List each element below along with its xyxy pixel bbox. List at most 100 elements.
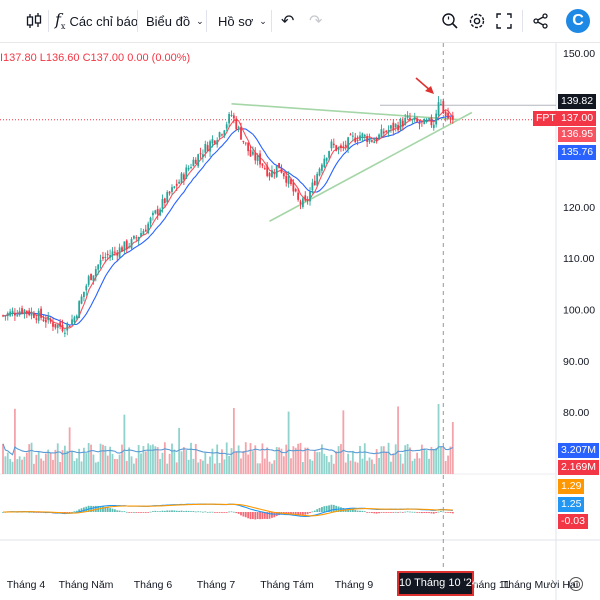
volume-bar	[375, 449, 378, 474]
volume-bar	[363, 443, 366, 474]
time-tick-label: Tháng 9	[335, 579, 374, 591]
macd-hist-bar	[137, 512, 140, 513]
volume-bar	[430, 446, 433, 474]
candle-body	[163, 198, 166, 204]
chart-type-dropdown[interactable]: Biểu đồ ⌄	[146, 0, 204, 42]
volume-bar	[130, 456, 133, 474]
macd-hist-bar	[359, 510, 361, 512]
indicators-button[interactable]: fx Các chỉ báo	[55, 0, 138, 42]
candle-body	[263, 168, 266, 170]
macd-hist-bar	[209, 511, 211, 513]
candle-body	[144, 229, 147, 232]
volume-bar	[33, 463, 35, 474]
macd-hist-bar	[290, 512, 292, 515]
candle-body	[387, 129, 390, 133]
candle-body	[409, 117, 411, 120]
candle-body	[275, 166, 278, 177]
candle-body	[6, 313, 9, 317]
macd-hist-bar	[304, 512, 307, 515]
price-chart[interactable]: 90.00100.00110.00120.00130.00140.00150.0…	[0, 43, 600, 600]
profile-dropdown[interactable]: Hồ sơ ⌄	[218, 0, 267, 42]
candle-body	[366, 136, 369, 142]
macd-hist-bar	[156, 511, 159, 512]
candle-body	[92, 275, 95, 282]
macd-hist-bar	[316, 509, 319, 512]
volume-bar	[66, 450, 69, 474]
volume-bar	[94, 462, 97, 474]
macd-hist-bar	[116, 510, 119, 512]
candle-body	[211, 139, 214, 144]
candle-body	[199, 153, 202, 155]
volume-bar	[104, 445, 107, 474]
macd-hist-bar	[437, 511, 440, 513]
volume-bar	[321, 444, 323, 474]
volume-bar	[444, 461, 447, 474]
macd-hist-bar	[228, 511, 230, 513]
price-tick-label: 110.00	[563, 253, 594, 265]
candle-body	[254, 152, 257, 161]
macd-hist-bar	[347, 508, 349, 512]
macd-hist-bar	[199, 511, 202, 513]
volume-bar	[368, 457, 371, 474]
candle-body	[78, 301, 81, 318]
volume-bar	[342, 410, 345, 474]
redo-icon[interactable]: ↷	[309, 13, 323, 30]
share-button[interactable]	[532, 0, 550, 42]
volume-bar	[2, 443, 4, 474]
candle-body	[16, 315, 19, 317]
candle-body	[282, 172, 285, 177]
macd-hist-bar	[104, 506, 107, 512]
volume-bar	[385, 451, 388, 474]
volume-bar	[404, 445, 407, 474]
volume-bar	[252, 451, 254, 474]
macd-hist-bar	[92, 505, 95, 512]
volume-bar	[111, 453, 114, 474]
candle-body	[451, 115, 454, 120]
macd-hist-bar	[261, 512, 264, 520]
function-icon: fx	[55, 10, 66, 32]
candle-body	[425, 120, 428, 122]
candle-body	[347, 137, 349, 150]
fullscreen-button[interactable]	[495, 0, 513, 42]
crosshair-date-label: 10 Tháng 10 '24	[397, 571, 478, 596]
volume-bar	[261, 443, 264, 474]
undo-icon[interactable]: ↶	[281, 13, 295, 30]
macd-hist-bar	[380, 512, 383, 513]
candle-body	[392, 122, 395, 130]
macd-hist-bar	[235, 512, 238, 514]
macd-hist-bar	[218, 512, 221, 513]
macd-hist-bar	[163, 510, 166, 512]
volume-bar	[387, 442, 390, 474]
macd-hist-bar	[187, 510, 190, 512]
candle-body	[128, 246, 131, 248]
candle-body	[311, 182, 314, 191]
candle-body	[385, 130, 388, 133]
settings-button[interactable]	[467, 0, 487, 42]
candle-body	[382, 131, 385, 134]
candle-body	[247, 142, 250, 152]
macd-hist-bar	[432, 512, 435, 514]
macd-hist-bar	[204, 511, 207, 513]
volume-bar	[206, 463, 209, 474]
candle-body	[49, 319, 52, 322]
volume-bar	[163, 442, 166, 474]
candle-body	[309, 191, 311, 202]
replay-search-icon[interactable]	[440, 0, 460, 42]
candle-body	[4, 315, 7, 317]
macd-hist-bar	[287, 512, 290, 515]
macd-hist-bar	[442, 511, 445, 513]
volume-bar	[21, 459, 23, 474]
volume-bar	[180, 451, 183, 474]
volume-bar	[161, 452, 164, 474]
volume-bar	[121, 444, 123, 474]
time-axis-settings[interactable]	[569, 577, 583, 591]
candle-body	[378, 134, 380, 140]
volume-bar	[52, 459, 54, 474]
volume-bar	[397, 406, 399, 474]
lower-trendline	[269, 111, 473, 222]
volume-bar	[285, 444, 288, 474]
candle-type-button[interactable]	[24, 0, 44, 42]
time-tick-label: Tháng 11	[466, 579, 510, 591]
macd-hist-bar	[225, 512, 228, 513]
macd-hist-bar	[140, 512, 142, 513]
